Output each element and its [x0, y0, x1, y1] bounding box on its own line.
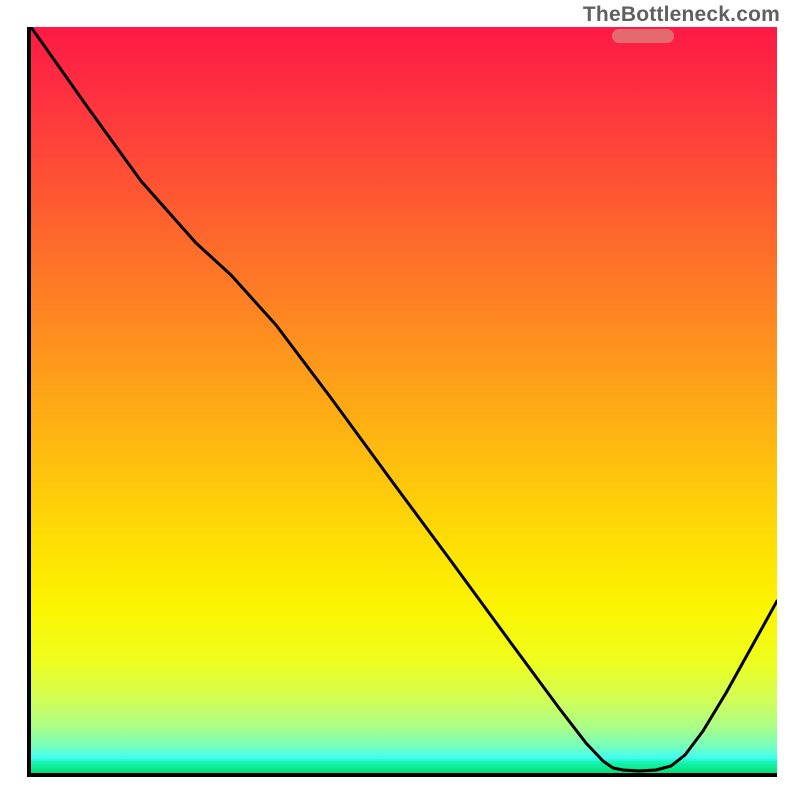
curve-layer	[31, 27, 777, 773]
chart-container: TheBottleneck.com	[0, 0, 800, 800]
optimal-range-marker	[612, 29, 674, 43]
watermark-text: TheBottleneck.com	[583, 3, 780, 27]
bottleneck-curve	[31, 27, 777, 771]
plot-area	[27, 27, 777, 777]
